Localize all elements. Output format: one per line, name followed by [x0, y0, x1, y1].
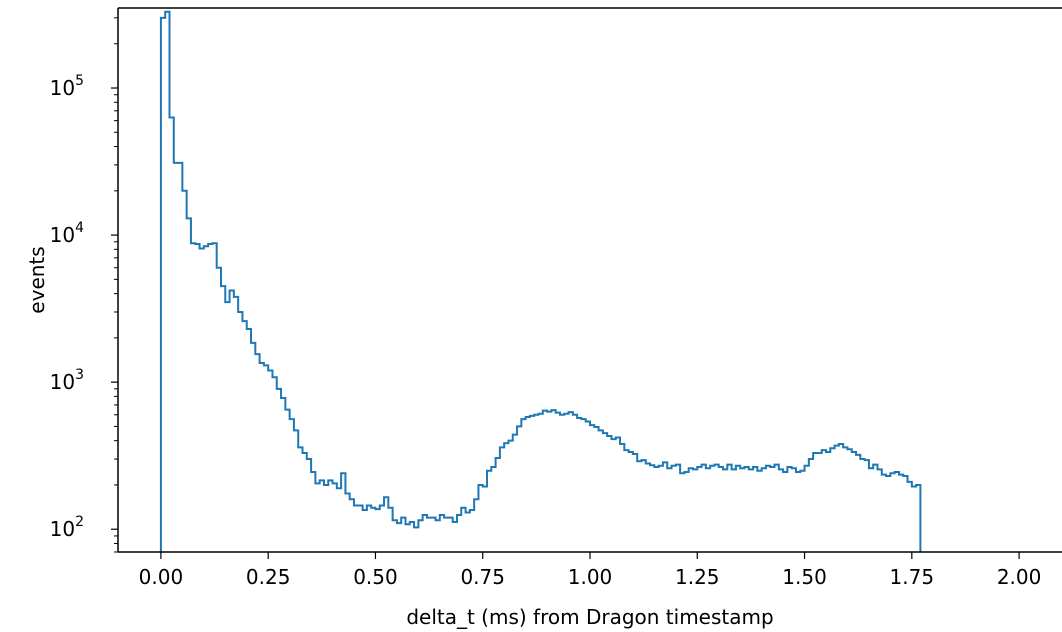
x-tick-label: 0.25: [246, 565, 291, 589]
x-tick-label: 0.50: [353, 565, 398, 589]
ticks-layer: 0.00 0.25 0.50 0.75 1.00 1.25 1.50 1.75 2.00 102 1…: [50, 17, 1042, 589]
x-tick-label: 1.25: [675, 565, 720, 589]
x-tick-label: 0.75: [460, 565, 505, 589]
y-tick-label: 103: [50, 367, 84, 394]
plot-background: [118, 8, 1062, 552]
y-tick-label: 102: [50, 514, 84, 541]
x-axis-label: delta_t (ms) from Dragon timestamp: [406, 605, 773, 629]
x-tick-label: 1.75: [890, 565, 935, 589]
x-tick-label: 2.00: [997, 565, 1042, 589]
y-tick-label: 105: [50, 73, 84, 100]
series-layer: [159, 10, 922, 552]
y-tick-label: 104: [50, 220, 84, 247]
x-tick-label: 1.50: [782, 565, 827, 589]
y-axis-label: events: [25, 246, 49, 313]
x-tick-label: 0.00: [139, 565, 184, 589]
x-tick-label: 1.00: [568, 565, 613, 589]
histogram-step-line: [159, 10, 922, 552]
